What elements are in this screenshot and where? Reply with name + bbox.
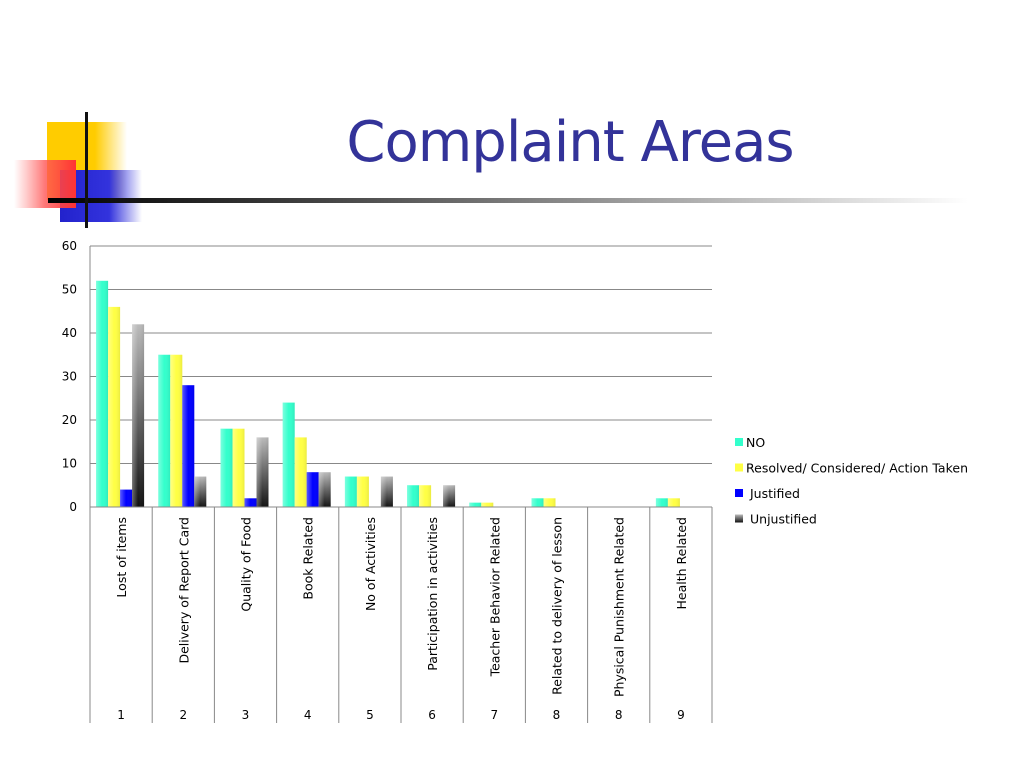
x-category-label: No of Activities [363,517,378,611]
bar-highlight [158,354,171,507]
bar-highlight [132,324,145,507]
y-tick-label: 10 [62,457,77,471]
x-category-label: Participation in activities [425,517,440,671]
x-category-number: 7 [490,708,498,722]
y-tick-label: 40 [62,326,77,340]
legend-label: Resolved/ Considered/ Action Taken [746,461,968,476]
bar-highlight [469,502,482,507]
legend-swatch [735,489,743,497]
bar-highlight [667,498,680,507]
bar-highlight [380,476,393,507]
decorative-corner-graphic [14,112,968,228]
y-tick-label: 0 [69,500,77,514]
bar-highlight [306,472,319,507]
x-category-label: Delivery of Report Card [176,517,191,664]
bar-highlight [356,476,369,507]
x-category-number: 3 [242,708,250,722]
bar-highlight [531,498,544,507]
bar-highlight [407,485,420,507]
y-tick-label: 60 [62,239,77,253]
vertical-rule [85,112,88,228]
x-category-label: Quality of Food [239,517,254,612]
legend-swatch [735,463,743,472]
x-category-label: Lost of items [114,517,129,598]
bar-highlight [108,306,121,507]
bar-highlight [194,476,207,507]
bar-highlight [282,402,295,507]
x-category-number: 5 [366,708,374,722]
x-category-number: 8 [615,708,623,722]
x-category-number: 8 [553,708,561,722]
x-category-number: 6 [428,708,436,722]
bar-highlight [318,472,331,507]
x-category-label: Physical Punishment Related [612,517,627,697]
x-category-number: 1 [117,708,125,722]
bar-highlight [443,485,456,507]
bar-highlight [294,437,307,507]
bar-highlight [232,428,245,507]
bar-highlight [655,498,668,507]
legend-swatch [735,514,743,523]
bar-highlight [256,437,269,507]
x-category-label: Related to delivery of lesson [550,517,565,695]
bar-highlight [481,502,494,507]
x-category-number: 2 [179,708,187,722]
legend-label: NO [746,435,765,450]
y-tick-label: 30 [62,370,77,384]
x-category-number: 9 [677,708,685,722]
bar-highlight [419,485,432,507]
legend-label: Unjustified [750,512,817,527]
legend-label: Justified [749,486,800,501]
page-title: Complaint Areas [346,110,794,175]
y-tick-label: 50 [62,283,77,297]
horizontal-rule [48,198,968,203]
bar-highlight [170,354,183,507]
bar-highlight [344,476,357,507]
x-category-label: Teacher Behavior Related [487,517,502,677]
bar-highlight [220,428,233,507]
legend-swatch [735,438,743,446]
bar-highlight [244,498,257,507]
x-category-label: Health Related [674,517,689,610]
bar-highlight [120,489,133,507]
x-category-label: Book Related [301,517,316,600]
y-tick-label: 20 [62,413,77,427]
bar-highlight [96,280,109,507]
bar-highlight [543,498,556,507]
x-category-number: 4 [304,708,312,722]
bar-highlight [182,385,195,507]
